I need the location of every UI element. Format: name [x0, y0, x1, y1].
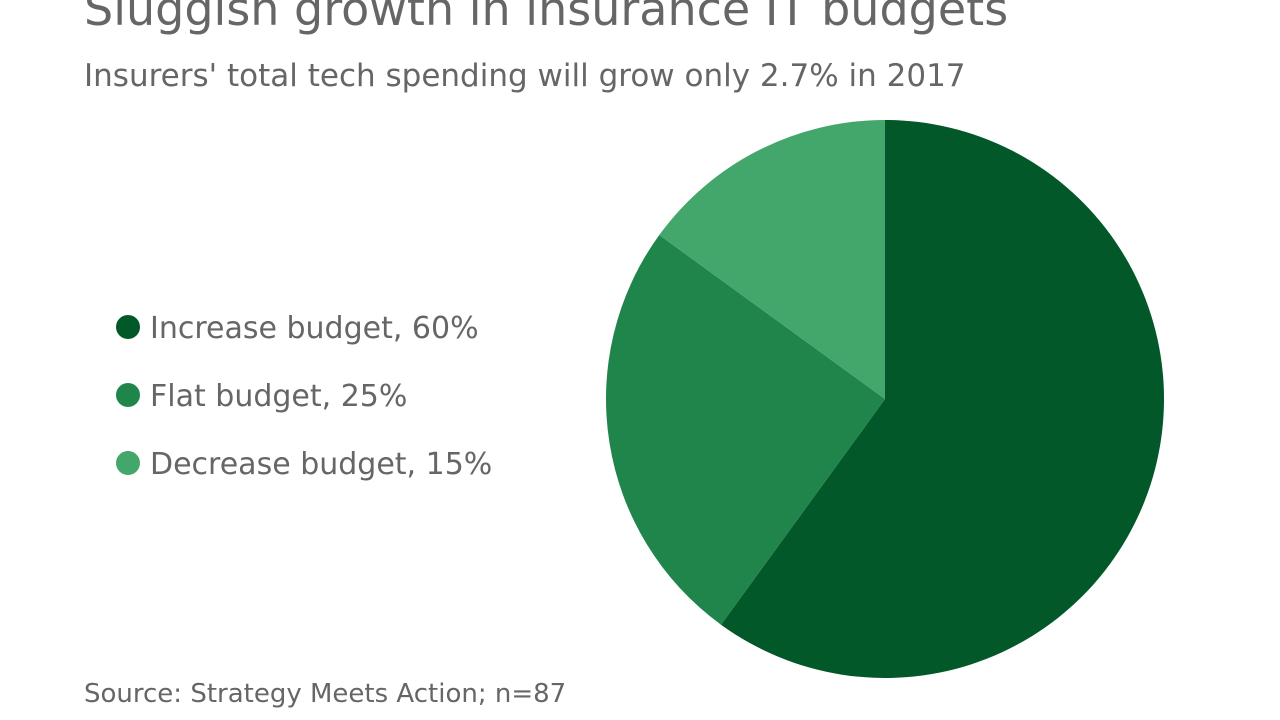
legend-swatch [116, 315, 140, 339]
chart-title: Sluggish growth in insurance IT budgets [84, 0, 1008, 36]
pie-slice [721, 120, 1164, 679]
pie-slice [606, 235, 885, 625]
pie-slice [659, 120, 885, 399]
chart-subtitle: Insurers' total tech spending will grow … [84, 58, 966, 94]
source-note: Source: Strategy Meets Action; n=87 [84, 679, 566, 709]
legend-swatch [116, 383, 140, 407]
legend-label: Decrease budget, 15% [150, 447, 492, 482]
legend-swatch [116, 451, 140, 475]
legend-label: Increase budget, 60% [150, 311, 479, 346]
legend-label: Flat budget, 25% [150, 379, 407, 414]
